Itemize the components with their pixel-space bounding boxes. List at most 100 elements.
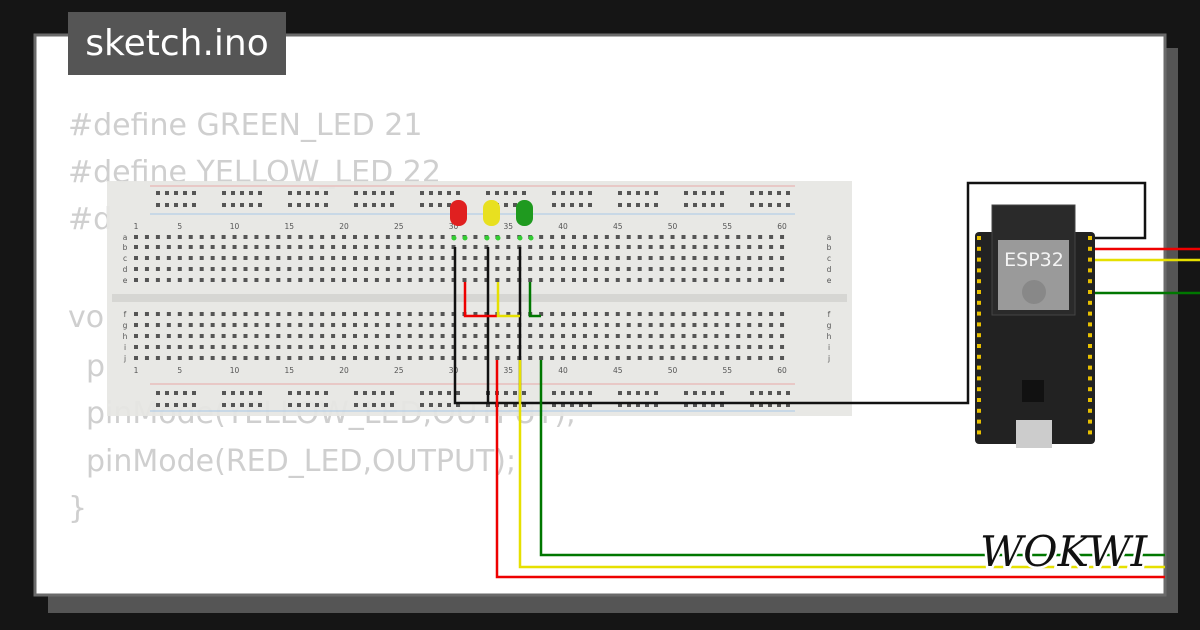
rail-hole <box>570 391 574 395</box>
hole <box>254 334 259 338</box>
rail-hole <box>552 203 556 207</box>
hole <box>714 245 719 249</box>
hole <box>210 256 215 260</box>
pin <box>977 246 981 251</box>
hole <box>342 323 347 327</box>
rail-hole <box>249 403 253 407</box>
hole <box>232 278 237 282</box>
hole <box>473 245 478 249</box>
hole <box>561 334 566 338</box>
rail-hole <box>390 403 394 407</box>
rail-hole <box>504 403 508 407</box>
hole <box>177 245 182 249</box>
hole <box>692 235 697 239</box>
row-label: b <box>827 243 832 252</box>
rail-hole <box>315 391 319 395</box>
row-label: i <box>828 343 830 352</box>
hole <box>462 278 467 282</box>
hole <box>681 256 686 260</box>
hole <box>659 356 664 360</box>
hole <box>188 235 193 239</box>
hole <box>385 256 390 260</box>
hole <box>166 334 171 338</box>
hole <box>703 334 708 338</box>
hole <box>528 245 533 249</box>
hole <box>407 235 412 239</box>
hole <box>396 312 401 316</box>
rail-hole <box>720 191 724 195</box>
hole <box>396 323 401 327</box>
rail-hole <box>693 191 697 195</box>
rail-hole <box>174 403 178 407</box>
hole <box>462 345 467 349</box>
row-label: i <box>124 343 126 352</box>
hole <box>243 345 248 349</box>
hole <box>188 345 193 349</box>
rail-hole <box>222 391 226 395</box>
hole <box>572 323 576 327</box>
rail-hole <box>513 403 517 407</box>
hole <box>342 278 347 282</box>
hole <box>670 256 675 260</box>
hole <box>254 278 259 282</box>
column-label: 1 <box>134 366 139 375</box>
rail-hole <box>165 403 169 407</box>
rail-hole <box>429 391 433 395</box>
rail-hole <box>456 403 460 407</box>
pin <box>1088 419 1092 424</box>
rail-hole <box>627 191 631 195</box>
hole <box>134 267 138 271</box>
hole <box>670 323 675 327</box>
hole <box>276 235 281 239</box>
rail-hole <box>306 203 310 207</box>
hole <box>725 267 730 271</box>
rail-hole <box>363 203 367 207</box>
column-label: 15 <box>285 222 295 231</box>
hole <box>243 334 248 338</box>
hole <box>637 312 642 316</box>
row-label: e <box>827 276 832 285</box>
hole <box>385 267 390 271</box>
hole <box>670 245 675 249</box>
hole <box>396 256 401 260</box>
hole <box>407 356 412 360</box>
hole <box>758 278 763 282</box>
hole <box>265 345 270 349</box>
hole <box>780 323 785 327</box>
hole <box>199 267 204 271</box>
rail-hole <box>381 203 385 207</box>
hole <box>714 312 719 316</box>
hole <box>331 312 336 316</box>
rail-hole <box>504 203 508 207</box>
hole <box>769 356 774 360</box>
hole <box>331 235 336 239</box>
hole <box>659 256 664 260</box>
rail-hole <box>561 203 565 207</box>
hole <box>144 278 149 282</box>
hole <box>385 323 390 327</box>
rail-hole <box>768 191 772 195</box>
hole <box>670 312 675 316</box>
row-label: a <box>827 233 832 242</box>
rail-hole <box>174 191 178 195</box>
rail-hole <box>306 391 310 395</box>
hole <box>363 312 368 316</box>
rail-hole <box>231 403 235 407</box>
hole <box>582 267 587 271</box>
hole <box>714 323 719 327</box>
pin <box>1088 354 1092 359</box>
rail-hole <box>156 203 160 207</box>
hole <box>615 278 620 282</box>
hole <box>342 356 347 360</box>
rail-hole <box>156 403 160 407</box>
rail-hole <box>324 203 328 207</box>
hole <box>385 334 390 338</box>
hole <box>582 345 587 349</box>
hole <box>134 256 138 260</box>
hole <box>604 256 609 260</box>
pin <box>1088 300 1092 305</box>
hole <box>254 256 259 260</box>
column-label: 10 <box>230 366 240 375</box>
hole <box>385 312 390 316</box>
hole <box>221 256 226 260</box>
